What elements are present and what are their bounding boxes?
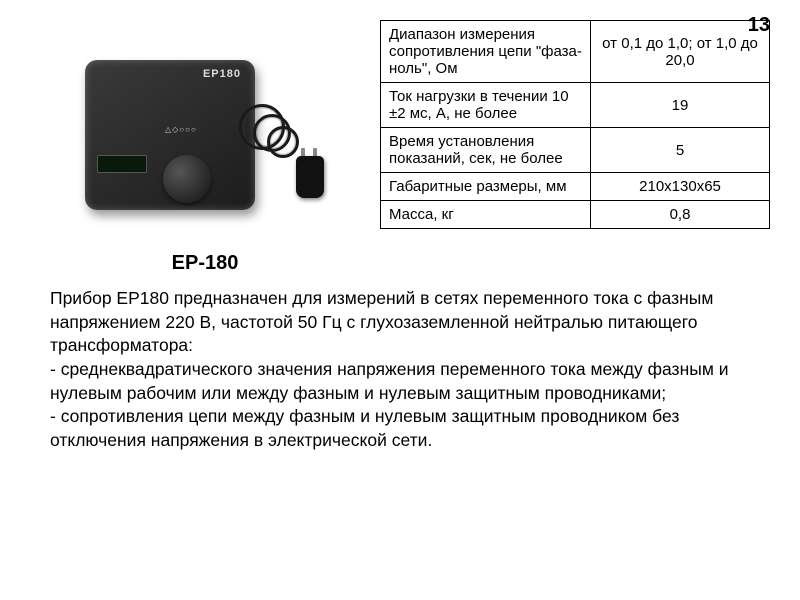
image-column: EP180 △◇○○○ ЕР-180 — [30, 20, 380, 275]
value-cell: от 0,1 до 1,0; от 1,0 до 20,0 — [591, 21, 770, 83]
top-section: EP180 △◇○○○ ЕР-180 Диапазон измерения со… — [0, 0, 800, 275]
device-knob — [163, 155, 211, 203]
param-cell: Габаритные размеры, мм — [381, 173, 591, 201]
table-row: Ток нагрузки в течении 10 ±2 мс, А, не б… — [381, 83, 770, 128]
power-plug — [289, 150, 331, 202]
table-row: Время установления показаний, сек, не бо… — [381, 128, 770, 173]
table-column: Диапазон измерения сопротивления цепи "ф… — [380, 20, 770, 275]
value-cell: 5 — [591, 128, 770, 173]
param-cell: Диапазон измерения сопротивления цепи "ф… — [381, 21, 591, 83]
description-bullet-1: - среднеквадратического значения напряже… — [50, 358, 750, 405]
device-screen — [97, 155, 147, 173]
device-markings: △◇○○○ — [165, 125, 197, 134]
value-cell: 0,8 — [591, 201, 770, 229]
description-bullet-2: - сопротивления цепи между фазным и нуле… — [50, 405, 750, 452]
value-cell: 19 — [591, 83, 770, 128]
device-body: EP180 △◇○○○ — [85, 60, 255, 210]
spec-table: Диапазон измерения сопротивления цепи "ф… — [380, 20, 770, 229]
param-cell: Время установления показаний, сек, не бо… — [381, 128, 591, 173]
table-row: Диапазон измерения сопротивления цепи "ф… — [381, 21, 770, 83]
device-body-label: EP180 — [203, 68, 241, 80]
device-cable — [235, 100, 335, 200]
param-cell: Масса, кг — [381, 201, 591, 229]
param-cell: Ток нагрузки в течении 10 ±2 мс, А, не б… — [381, 83, 591, 128]
description-block: Прибор ЕР180 предназначен для измерений … — [0, 275, 800, 452]
description-intro: Прибор ЕР180 предназначен для измерений … — [50, 287, 750, 358]
device-caption: ЕР-180 — [172, 252, 239, 275]
value-cell: 210х130х65 — [591, 173, 770, 201]
device-illustration: EP180 △◇○○○ — [55, 40, 355, 240]
table-row: Масса, кг0,8 — [381, 201, 770, 229]
page-number: 13 — [748, 14, 770, 37]
table-row: Габаритные размеры, мм210х130х65 — [381, 173, 770, 201]
